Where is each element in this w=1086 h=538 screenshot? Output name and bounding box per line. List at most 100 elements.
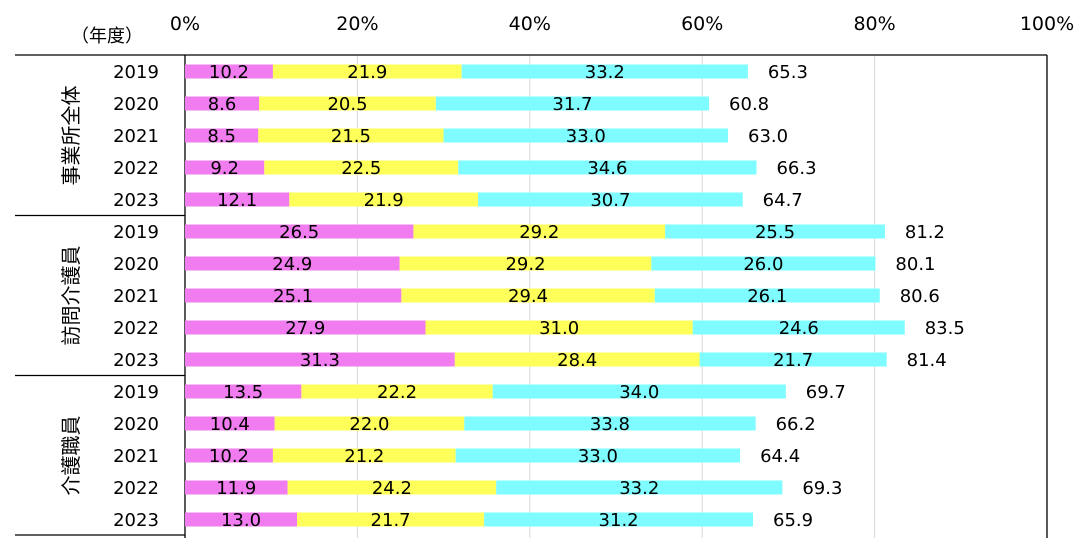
bar-segment — [258, 128, 444, 143]
segment-value-label: 29.2 — [519, 222, 559, 243]
year-label: 2019 — [113, 62, 159, 83]
bar-segment — [185, 192, 290, 207]
bar-segment — [185, 64, 273, 79]
bar-segment — [185, 384, 302, 399]
segment-value-label: 25.1 — [273, 286, 313, 307]
bar-segment — [454, 352, 700, 367]
segment-value-label: 12.1 — [217, 190, 257, 211]
segment-value-label: 33.8 — [590, 414, 630, 435]
bar-segment — [699, 352, 887, 367]
segment-value-label: 24.2 — [372, 478, 412, 499]
bar-segment — [185, 416, 275, 431]
bar-segment — [464, 416, 756, 431]
segment-value-label: 26.5 — [279, 222, 319, 243]
year-label: 2023 — [113, 190, 159, 211]
year-label: 2023 — [113, 510, 159, 531]
bar-segment — [692, 320, 905, 335]
segment-value-label: 31.2 — [599, 510, 639, 531]
total-value-label: 60.8 — [729, 94, 769, 115]
bar-segment — [185, 512, 298, 527]
total-value-label: 64.4 — [760, 446, 800, 467]
group-label: 介護職員 — [59, 416, 83, 496]
bar-segment — [484, 512, 754, 527]
bar-segment — [185, 128, 259, 143]
bar-segment — [665, 224, 885, 239]
bar-segment — [185, 480, 288, 495]
segment-value-label: 21.9 — [347, 62, 387, 83]
segment-value-label: 10.2 — [209, 446, 249, 467]
bar-segment — [259, 96, 436, 111]
total-value-label: 69.3 — [802, 478, 842, 499]
total-value-label: 65.3 — [768, 62, 808, 83]
segment-value-label: 21.9 — [364, 190, 404, 211]
segment-value-label: 33.0 — [566, 126, 606, 147]
total-value-label: 81.4 — [907, 350, 947, 371]
year-label: 2022 — [113, 158, 159, 179]
year-label: 2019 — [113, 382, 159, 403]
segment-value-label: 31.3 — [300, 350, 340, 371]
segment-value-label: 21.2 — [344, 446, 384, 467]
year-label: 2021 — [113, 286, 159, 307]
segment-value-label: 22.2 — [377, 382, 417, 403]
segment-value-label: 34.6 — [587, 158, 627, 179]
bar-segment — [185, 224, 414, 239]
segment-value-label: 10.4 — [210, 414, 250, 435]
bar-segment — [654, 288, 880, 303]
bar-segment — [435, 96, 710, 111]
year-label: 2022 — [113, 478, 159, 499]
bar-segment — [458, 160, 757, 175]
segment-value-label: 9.2 — [210, 158, 239, 179]
segment-value-label: 27.9 — [285, 318, 325, 339]
total-value-label: 66.2 — [776, 414, 816, 435]
segment-value-label: 26.1 — [747, 286, 787, 307]
x-tick-label: 20% — [336, 13, 378, 35]
bar-segment — [492, 384, 786, 399]
year-label: 2023 — [113, 350, 159, 371]
total-value-label: 83.5 — [925, 318, 965, 339]
segment-value-label: 21.7 — [773, 350, 813, 371]
bar-segment — [496, 480, 783, 495]
x-tick-label: 40% — [509, 13, 551, 35]
bar-segment — [425, 320, 693, 335]
bar-segment — [185, 288, 402, 303]
segment-value-label: 13.5 — [223, 382, 263, 403]
segment-value-label: 31.0 — [539, 318, 579, 339]
total-value-label: 66.3 — [776, 158, 816, 179]
bar-segment — [185, 256, 400, 271]
segment-value-label: 31.7 — [552, 94, 592, 115]
bar-segment — [185, 352, 455, 367]
segment-value-label: 25.5 — [755, 222, 795, 243]
bar-segment — [289, 192, 479, 207]
x-axis-ticks: 0% 20% 40% 60% 80% 100% — [170, 13, 1074, 35]
segment-value-label: 21.7 — [371, 510, 411, 531]
segment-value-label: 13.0 — [221, 510, 261, 531]
total-value-label: 80.1 — [895, 254, 935, 275]
segment-value-label: 33.2 — [619, 478, 659, 499]
bar-segment — [461, 64, 748, 79]
bars: 10.2 21.9 33.2 65.3 8.6 20.5 31.7 60.8 8.5 21.5 33… — [185, 62, 965, 531]
segment-value-label: 30.7 — [590, 190, 630, 211]
total-value-label: 64.7 — [763, 190, 803, 211]
segment-value-label: 21.5 — [331, 126, 371, 147]
bar-segment — [272, 64, 462, 79]
bar-segment — [274, 416, 465, 431]
bar-segment — [264, 160, 459, 175]
x-tick-label: 100% — [1020, 13, 1074, 35]
segment-value-label: 29.2 — [505, 254, 545, 275]
segment-value-label: 29.4 — [508, 286, 548, 307]
bar-segment — [455, 448, 741, 463]
year-label: 2020 — [113, 254, 159, 275]
segment-value-label: 10.2 — [209, 62, 249, 83]
bar-segment — [185, 160, 265, 175]
year-label: 2021 — [113, 446, 159, 467]
segment-value-label: 33.2 — [585, 62, 625, 83]
segment-value-label: 20.5 — [327, 94, 367, 115]
total-value-label: 65.9 — [773, 510, 813, 531]
segment-value-label: 11.9 — [216, 478, 256, 499]
year-label: 2020 — [113, 414, 159, 435]
bar-segment — [272, 448, 456, 463]
bar-segment — [399, 256, 652, 271]
bar-segment — [443, 128, 729, 143]
segment-value-label: 24.6 — [779, 318, 819, 339]
